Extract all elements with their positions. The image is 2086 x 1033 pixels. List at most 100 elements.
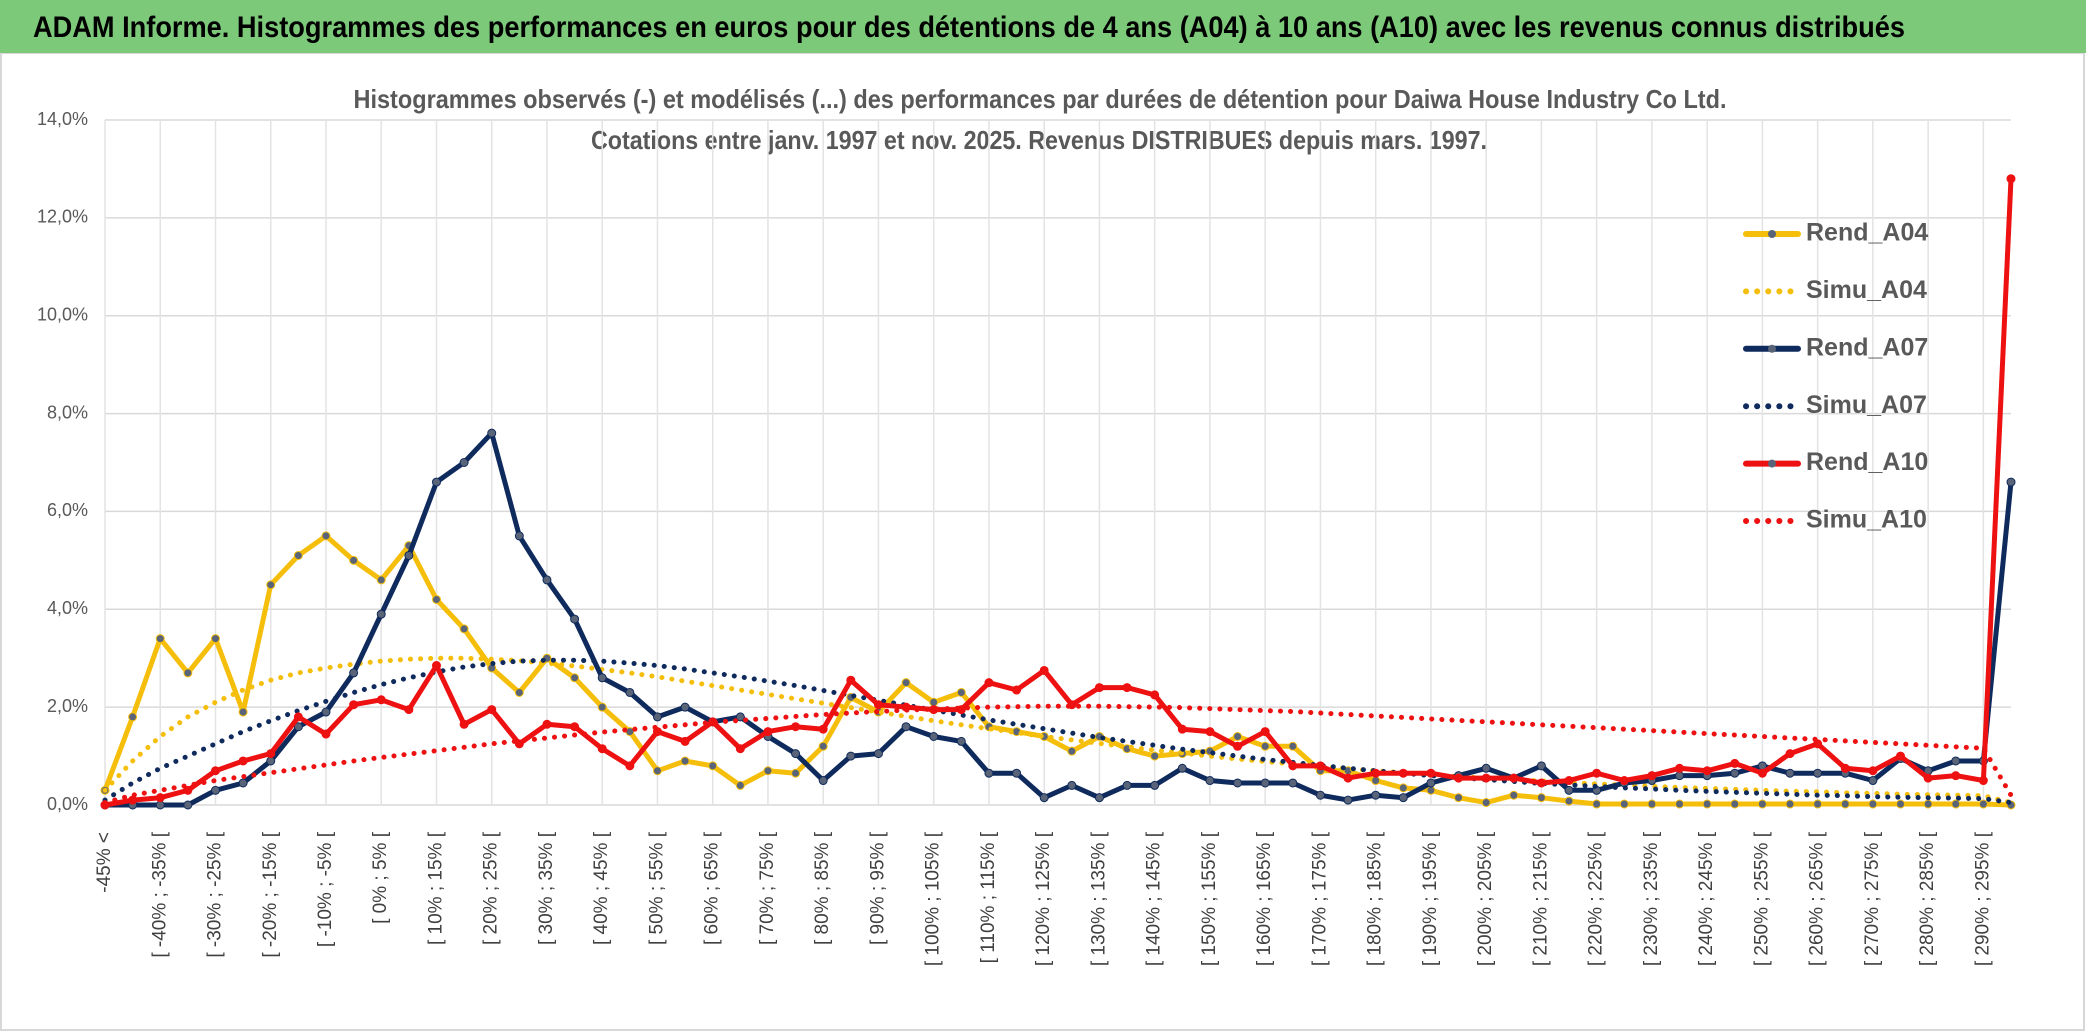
point-marker [1757, 768, 1767, 778]
point-marker [459, 624, 469, 634]
x-tick-label: [ 170% ; 175% [ [1309, 831, 1330, 966]
x-tick-label: [ 110% ; 115% [ [978, 831, 999, 963]
point-marker [2006, 477, 2016, 487]
x-tick-label: [ 100% ; 105% [ [923, 831, 944, 966]
point-marker [514, 687, 524, 697]
x-tick-label: [ -30% ; -25% [ [205, 831, 226, 957]
point-marker [1205, 776, 1215, 786]
point-marker [1177, 763, 1187, 773]
point-marker [1702, 766, 1712, 776]
series-rend-a10 [100, 174, 2016, 810]
point-marker [1205, 727, 1215, 737]
y-tick-label: 2,0% [47, 696, 88, 716]
x-tick-label: [ 90% ; 95% [ [867, 831, 888, 945]
point-marker [1150, 690, 1160, 700]
point-marker [1592, 799, 1602, 809]
point-marker [1923, 773, 1933, 783]
x-tick-label: [ 290% ; 295% [ [1972, 831, 1993, 966]
point-marker [680, 756, 690, 766]
legend-label: Rend_A10 [1806, 448, 1928, 476]
x-tick-label: [ 40% ; 45% [ [591, 831, 612, 945]
point-marker [929, 697, 939, 707]
point-marker [514, 531, 524, 541]
y-tick-label: 12,0% [37, 207, 88, 227]
point-marker [487, 705, 497, 715]
point-marker [735, 712, 745, 722]
legend-marker [1768, 230, 1776, 238]
x-tick-label: [ 250% ; 255% [ [1751, 831, 1772, 966]
point-marker [680, 736, 690, 746]
point-marker [1730, 758, 1740, 768]
point-marker [1260, 727, 1270, 737]
point-marker [1067, 780, 1077, 790]
point-marker [956, 687, 966, 697]
point-marker [1647, 799, 1657, 809]
point-marker [1067, 746, 1077, 756]
point-marker [1785, 768, 1795, 778]
point-marker [1951, 771, 1961, 781]
series-line [102, 655, 2014, 806]
point-marker [542, 719, 552, 729]
y-tick-label: 6,0% [47, 500, 88, 520]
x-tick-label: [ 180% ; 185% [ [1365, 831, 1386, 966]
point-marker [1398, 793, 1408, 803]
x-tick-label: [ 150% ; 155% [ [1199, 831, 1220, 966]
point-marker [1868, 799, 1878, 809]
point-marker [1177, 724, 1187, 734]
chart-subtitle: Cotations entre janv. 1997 et nov. 2025.… [591, 125, 1487, 155]
x-tick-label: [ -10% ; -5% [ [315, 831, 336, 947]
series-line [102, 533, 2014, 808]
x-tick-label: -45% < [94, 832, 115, 893]
point-marker [266, 756, 276, 766]
point-marker [1564, 776, 1574, 786]
point-marker [1675, 771, 1685, 781]
point-marker [1840, 799, 1850, 809]
point-marker [1371, 768, 1381, 778]
point-marker [570, 722, 580, 732]
point-marker [459, 719, 469, 729]
y-tick-label: 14,0% [37, 109, 88, 129]
point-marker [1454, 793, 1464, 803]
legend-label: Simu_A07 [1806, 391, 1927, 419]
point-marker [349, 700, 359, 710]
point-marker [1564, 796, 1574, 806]
point-marker [929, 732, 939, 741]
point-marker [349, 555, 359, 565]
point-marker [652, 766, 662, 776]
point-marker [376, 695, 386, 705]
x-tick-label: [ 190% ; 195% [ [1420, 831, 1441, 966]
point-marker [1536, 761, 1546, 771]
legend-marker [1768, 459, 1776, 468]
x-tick-label: [ -20% ; -15% [ [260, 831, 281, 957]
point-marker [1592, 768, 1602, 778]
point-marker [1730, 799, 1740, 809]
point-marker [680, 702, 690, 712]
point-marker [404, 550, 414, 560]
point-marker [791, 768, 801, 778]
point-marker [376, 575, 386, 585]
point-marker [183, 668, 193, 678]
point-marker [1288, 761, 1298, 771]
point-marker [1039, 793, 1049, 803]
point-marker [1868, 776, 1878, 786]
legend-label: Rend_A07 [1806, 333, 1928, 361]
point-marker [1564, 785, 1574, 795]
legend: Rend_A04 Simu_A04 Rend_A07 Simu_A07 Rend_A10… [1743, 219, 1928, 534]
point-marker [846, 675, 856, 685]
point-marker [1509, 790, 1519, 800]
point-marker [1039, 665, 1049, 675]
point-marker [818, 776, 828, 786]
point-marker [1233, 732, 1243, 741]
x-tick-label: [ 130% ; 135% [ [1088, 831, 1109, 966]
point-marker [818, 741, 828, 751]
point-marker [1426, 778, 1436, 788]
point-marker [431, 477, 441, 487]
point-marker [984, 678, 994, 688]
point-marker [238, 756, 248, 766]
y-tick-label: 8,0% [47, 402, 88, 422]
point-marker [1896, 751, 1906, 761]
point-marker [708, 761, 718, 771]
point-marker [1481, 773, 1491, 783]
